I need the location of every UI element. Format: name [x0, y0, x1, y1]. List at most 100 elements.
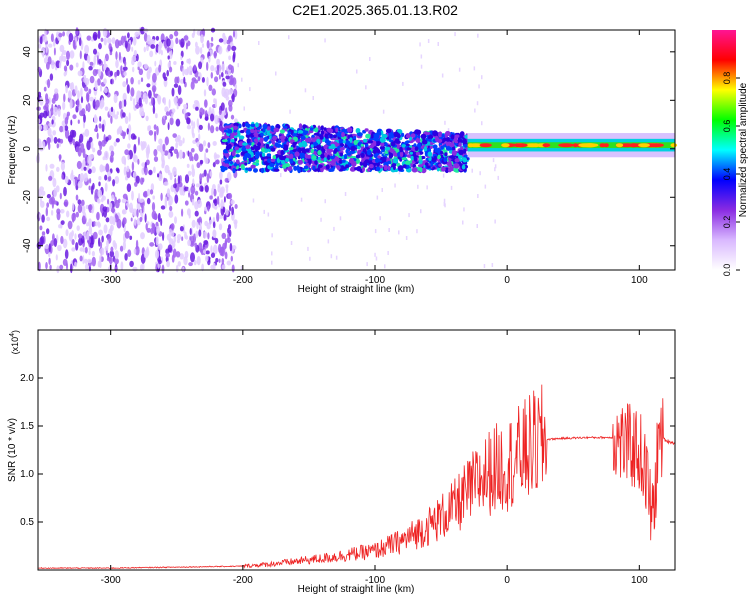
heat-cell [124, 230, 130, 239]
heat-cell [180, 38, 185, 48]
heat-cell [96, 211, 100, 221]
heat-cell [187, 188, 190, 194]
heat-cell [265, 143, 270, 149]
heat-cell [103, 57, 106, 67]
heat-cell [401, 157, 408, 161]
spectrogram-x-ticks: -300 -200 -100 0 100 [101, 30, 648, 286]
heat-cell [58, 61, 62, 69]
heat-cell [233, 125, 238, 130]
heat-cell [209, 195, 213, 200]
heat-cell [225, 185, 229, 194]
heat-cell [55, 254, 58, 261]
heat-cell [58, 32, 63, 38]
heat-cell [271, 141, 276, 145]
heat-cell [204, 157, 209, 164]
heat-cell [384, 146, 391, 151]
heat-cell [77, 90, 80, 100]
heat-cell [92, 182, 95, 190]
heat-cell [102, 27, 108, 38]
heat-cell [353, 136, 357, 140]
heat-cell [481, 121, 483, 126]
heat-cell [82, 159, 86, 167]
heat-cell [245, 144, 251, 150]
heat-cell [276, 135, 279, 140]
heat-cell [134, 31, 140, 37]
heat-cell [117, 126, 123, 135]
heat-cell [416, 229, 418, 234]
heat-cell [234, 118, 238, 124]
heat-cell [379, 164, 383, 169]
heat-cell [208, 84, 213, 92]
heat-cell [96, 132, 99, 140]
heat-cell [360, 152, 365, 158]
heat-cell [88, 88, 92, 95]
heat-cell [199, 159, 204, 165]
heat-cell [450, 134, 455, 140]
heat-cell [462, 157, 468, 163]
heat-cell [188, 65, 193, 76]
heat-cell [298, 130, 304, 134]
heat-cell [63, 71, 67, 77]
heat-cell [41, 214, 45, 223]
heat-cell [64, 129, 70, 139]
snr-y-label: SNR (10 * v/v) [7, 418, 18, 482]
heat-cell [282, 164, 287, 169]
heat-cell [228, 224, 231, 230]
heat-cell [114, 257, 119, 265]
heat-cell [77, 180, 83, 189]
heat-cell [59, 264, 64, 270]
heat-cell [234, 221, 238, 229]
heat-cell [399, 146, 403, 153]
heat-cell [365, 133, 371, 139]
heat-cell [241, 146, 247, 152]
heat-cell [599, 143, 606, 148]
heat-cell [107, 175, 112, 182]
heat-cell [219, 120, 223, 126]
heat-cell [63, 65, 68, 72]
heat-cell [88, 204, 93, 211]
heat-cell [354, 167, 359, 171]
x-tick-label: 100 [631, 275, 648, 286]
heat-cell [133, 218, 137, 226]
heat-cell [150, 183, 155, 191]
heat-cell [169, 117, 174, 126]
heat-cell [142, 94, 146, 103]
heat-cell [298, 142, 304, 148]
heat-cell [484, 184, 487, 189]
heat-cell [209, 219, 213, 224]
heat-cell [414, 146, 419, 152]
heat-cell [78, 103, 82, 112]
heat-cell [88, 185, 91, 191]
heat-cell [433, 155, 437, 161]
heat-cell [494, 167, 496, 172]
heat-cell [397, 152, 401, 157]
heat-cell [190, 81, 195, 90]
heat-cell [126, 84, 130, 94]
heat-cell [78, 37, 82, 47]
heat-cell [39, 112, 45, 118]
heat-cell [181, 60, 184, 66]
heat-cell [240, 265, 243, 270]
heat-cell [424, 150, 428, 157]
heat-cell [218, 74, 221, 80]
heat-cell [218, 258, 221, 263]
heat-cell [438, 131, 443, 138]
heat-cell [390, 141, 396, 147]
heat-cell [237, 63, 239, 68]
heat-cell [183, 76, 186, 84]
heat-cell [223, 214, 226, 221]
heat-cell [341, 159, 346, 163]
heat-cell [147, 188, 151, 197]
heat-cell [189, 228, 192, 235]
heat-cell [169, 205, 173, 212]
heat-cell [314, 127, 319, 133]
x-tick-label: -100 [365, 275, 385, 286]
heat-cell [479, 143, 492, 148]
heat-cell [227, 88, 233, 95]
heat-cell [95, 99, 100, 108]
heat-cell [292, 141, 296, 148]
x-tick-label: -200 [233, 575, 253, 586]
heat-cell [454, 158, 460, 163]
heat-cell [101, 123, 105, 133]
heat-cell [203, 89, 207, 97]
